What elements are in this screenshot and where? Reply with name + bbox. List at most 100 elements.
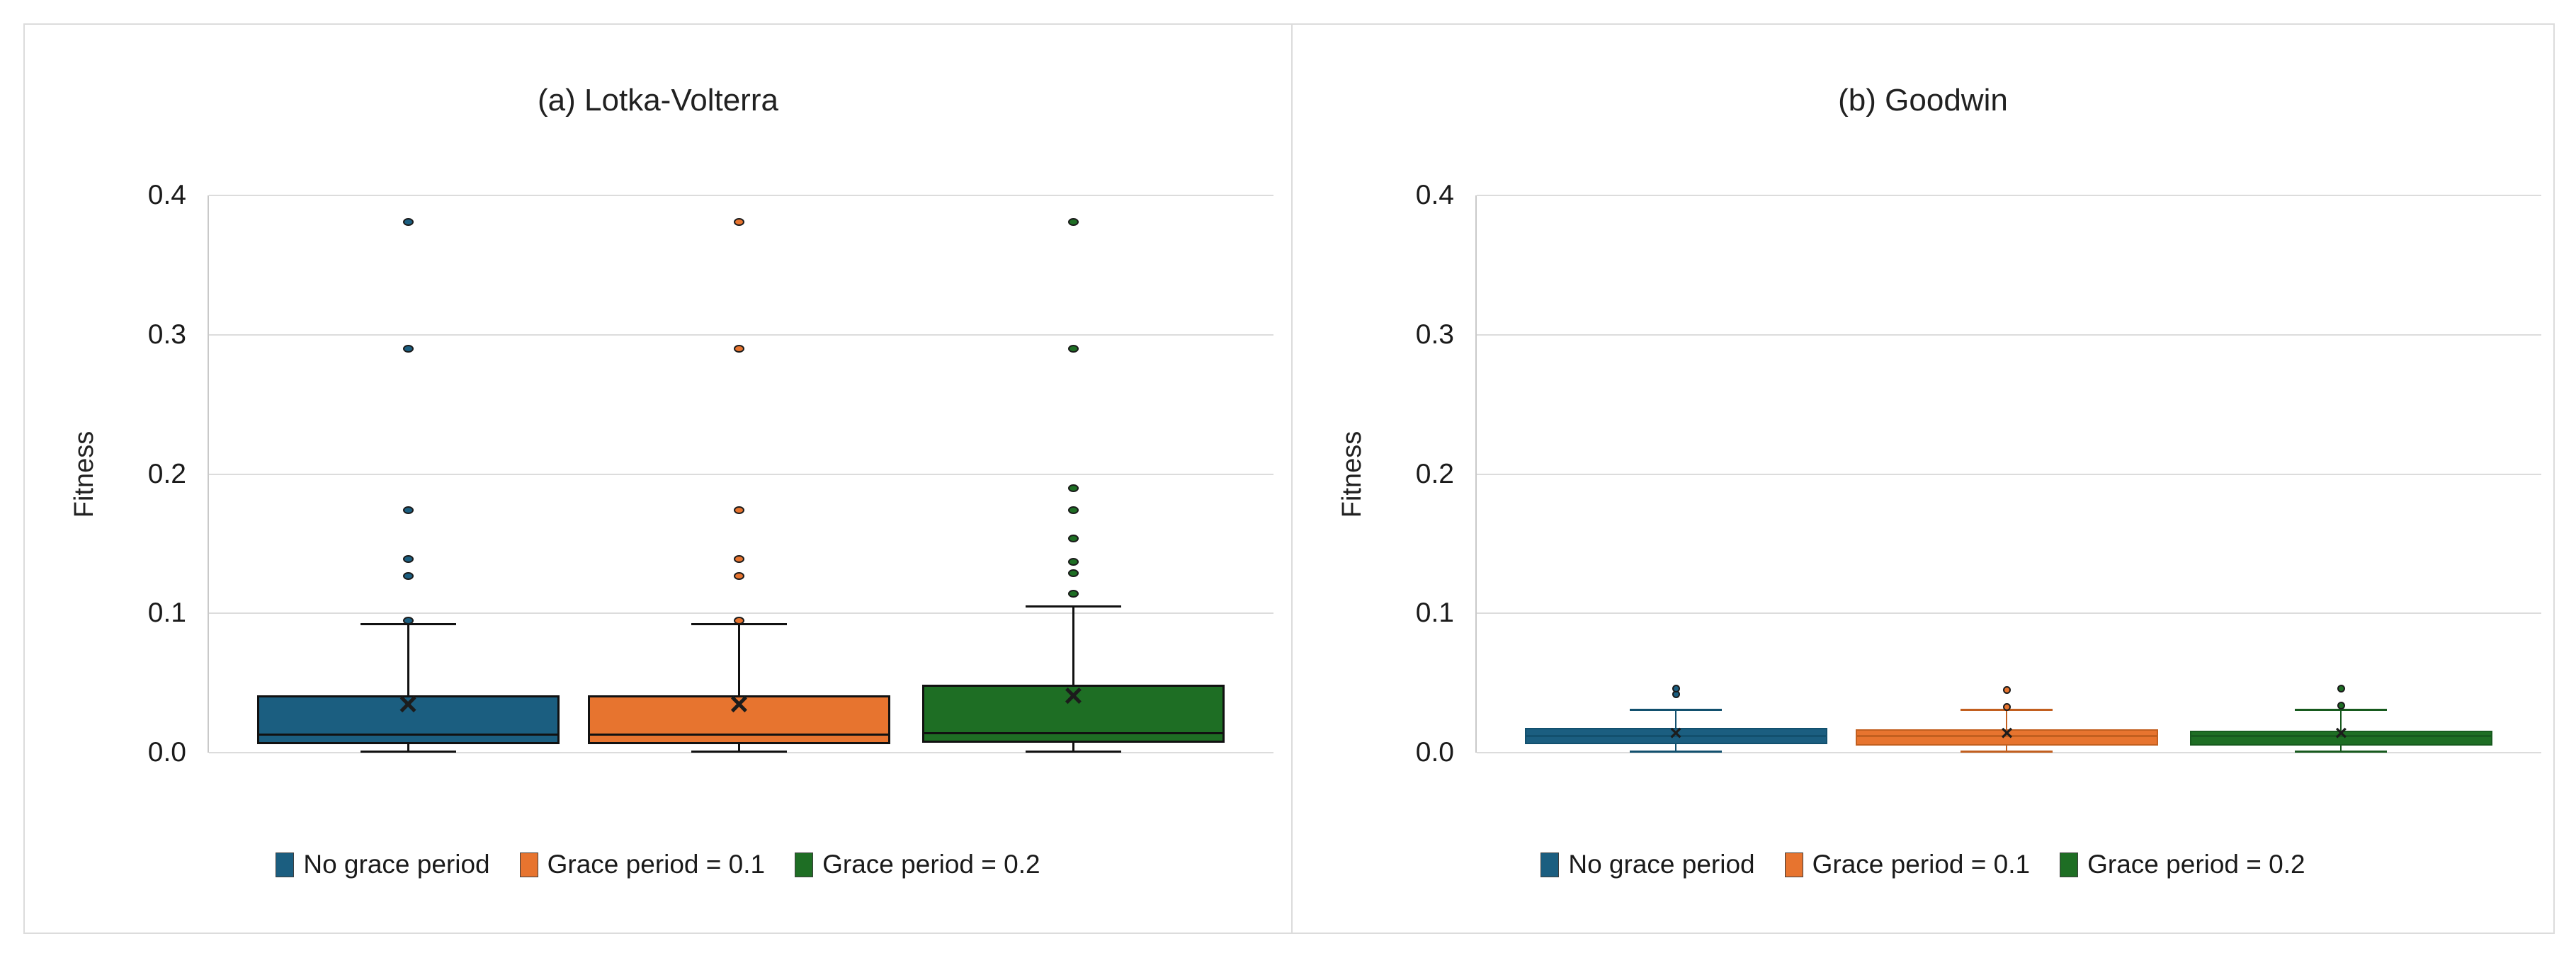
median-line bbox=[1524, 734, 1827, 737]
outlier-point bbox=[402, 217, 414, 226]
median-line bbox=[256, 733, 560, 736]
panel-title: (a) Lotka-Volterra bbox=[538, 83, 778, 118]
outlier-point bbox=[402, 616, 414, 625]
legend-label: Grace period = 0.2 bbox=[822, 850, 1040, 879]
whisker-cap bbox=[2295, 750, 2388, 753]
outlier-point bbox=[1067, 590, 1079, 598]
gridline bbox=[1477, 473, 2541, 475]
panel-lotka-volterra: (a) Lotka-Volterra Fitness × × × No grace … bbox=[25, 25, 1293, 933]
legend-swatch bbox=[1541, 852, 1560, 877]
whisker bbox=[737, 624, 740, 752]
box bbox=[587, 695, 890, 745]
legend-swatch bbox=[795, 852, 814, 877]
legend-swatch bbox=[519, 852, 538, 877]
panel-title: (b) Goodwin bbox=[1838, 83, 2008, 118]
outlier-point bbox=[402, 344, 414, 353]
outlier-point bbox=[733, 217, 744, 226]
outlier-point bbox=[1067, 557, 1079, 566]
mean-marker: × bbox=[2334, 722, 2348, 746]
legend-swatch bbox=[1784, 852, 1803, 877]
legend: No grace period Grace period = 0.1 Grace p… bbox=[1293, 850, 2553, 879]
legend-label: Grace period = 0.1 bbox=[1812, 850, 2031, 879]
outlier-point bbox=[1067, 569, 1079, 577]
panel-goodwin: (b) Goodwin Fitness × × × No grace period G… bbox=[1293, 25, 2553, 933]
gridline bbox=[1477, 333, 2541, 336]
y-tick-label: 0.2 bbox=[147, 458, 186, 489]
outlier-point bbox=[2337, 701, 2345, 709]
outlier-point bbox=[1067, 344, 1079, 353]
legend-item: No grace period bbox=[1541, 850, 1755, 879]
y-tick-label: 0.4 bbox=[1415, 180, 1454, 210]
outlier-point bbox=[733, 555, 744, 564]
outlier-point bbox=[1672, 684, 1680, 692]
gridline bbox=[209, 473, 1273, 475]
y-tick-label: 0.3 bbox=[147, 319, 186, 350]
gridline bbox=[1477, 752, 2541, 753]
plot-area: × × × bbox=[1475, 195, 2541, 753]
box bbox=[2189, 730, 2492, 746]
plot-area: × × × bbox=[208, 195, 1273, 753]
legend-item: No grace period bbox=[276, 850, 490, 879]
outlier-point bbox=[733, 506, 744, 515]
outlier-point bbox=[1067, 534, 1079, 542]
outlier-point bbox=[1067, 484, 1079, 492]
mean-marker: × bbox=[2000, 722, 2014, 746]
y-tick-label: 0.1 bbox=[1415, 598, 1454, 629]
whisker bbox=[1072, 606, 1074, 752]
gridline bbox=[209, 333, 1273, 336]
whisker-cap bbox=[2295, 708, 2388, 711]
box bbox=[256, 695, 560, 745]
whisker-cap bbox=[360, 750, 456, 753]
whisker-cap bbox=[691, 623, 787, 626]
whisker-cap bbox=[1025, 750, 1121, 753]
gridline bbox=[209, 612, 1273, 615]
median-line bbox=[2189, 734, 2492, 737]
mean-marker: × bbox=[730, 685, 749, 723]
legend-item: Grace period = 0.2 bbox=[2060, 850, 2305, 879]
legend-label: Grace period = 0.2 bbox=[2087, 850, 2305, 879]
outlier-point bbox=[2002, 685, 2011, 694]
gridline bbox=[209, 752, 1273, 753]
median-line bbox=[1855, 734, 2158, 737]
legend-swatch bbox=[2060, 852, 2079, 877]
y-tick-label: 0.0 bbox=[147, 737, 186, 768]
outlier-point bbox=[402, 571, 414, 580]
y-tick-label: 0.0 bbox=[1415, 737, 1454, 768]
legend-label: Grace period = 0.1 bbox=[547, 850, 766, 879]
box bbox=[1855, 729, 2158, 746]
outlier-point bbox=[402, 506, 414, 515]
outlier-point bbox=[1067, 217, 1079, 226]
gridline bbox=[209, 195, 1273, 196]
legend: No grace period Grace period = 0.1 Grace p… bbox=[25, 850, 1291, 879]
legend-item: Grace period = 0.2 bbox=[795, 850, 1040, 879]
whisker bbox=[2340, 709, 2342, 752]
median-line bbox=[587, 733, 890, 736]
outlier-point bbox=[2337, 684, 2345, 692]
mean-marker: × bbox=[398, 685, 418, 723]
y-tick-label: 0.3 bbox=[1415, 319, 1454, 350]
y-tick-label: 0.2 bbox=[1415, 458, 1454, 489]
mean-marker: × bbox=[1669, 722, 1682, 746]
whisker-cap bbox=[691, 750, 787, 753]
whisker-cap bbox=[360, 623, 456, 626]
chart-card: (a) Lotka-Volterra Fitness × × × No grace … bbox=[23, 23, 2555, 934]
legend-label: No grace period bbox=[1568, 850, 1755, 879]
whisker-cap bbox=[1961, 750, 2053, 753]
outlier-point bbox=[733, 616, 744, 625]
legend-label: No grace period bbox=[303, 850, 490, 879]
y-tick-label: 0.1 bbox=[147, 598, 186, 629]
gridline bbox=[1477, 195, 2541, 196]
gridline bbox=[1477, 612, 2541, 615]
legend-item: Grace period = 0.1 bbox=[519, 850, 766, 879]
outlier-point bbox=[733, 571, 744, 580]
legend-swatch bbox=[276, 852, 295, 877]
whisker-cap bbox=[1630, 750, 1723, 753]
y-tick-label: 0.4 bbox=[147, 180, 186, 210]
mean-marker: × bbox=[1063, 677, 1083, 714]
median-line bbox=[921, 731, 1225, 734]
outlier-point bbox=[402, 555, 414, 564]
whisker-cap bbox=[1025, 605, 1121, 608]
whisker bbox=[407, 624, 409, 752]
legend-item: Grace period = 0.1 bbox=[1784, 850, 2031, 879]
